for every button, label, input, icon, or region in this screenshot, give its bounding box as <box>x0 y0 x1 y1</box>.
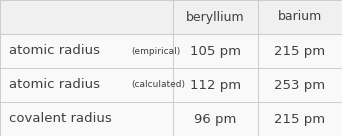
Bar <box>0 34 173 68</box>
Text: atomic radius: atomic radius <box>9 44 104 58</box>
Text: 105 pm: 105 pm <box>189 44 241 58</box>
Text: (calculated): (calculated) <box>131 81 185 89</box>
Text: 253 pm: 253 pm <box>274 78 325 92</box>
Bar <box>173 0 258 34</box>
Text: 215 pm: 215 pm <box>274 44 325 58</box>
Bar <box>0 0 173 34</box>
Bar <box>258 0 342 34</box>
Bar <box>258 68 342 102</box>
Text: (empirical): (empirical) <box>131 47 181 55</box>
Bar <box>0 68 173 102</box>
Bar <box>0 102 173 136</box>
Text: 112 pm: 112 pm <box>189 78 241 92</box>
Bar <box>173 102 258 136</box>
Text: barium: barium <box>278 10 322 24</box>
Bar <box>173 34 258 68</box>
Bar <box>258 102 342 136</box>
Bar <box>173 68 258 102</box>
Text: covalent radius: covalent radius <box>9 112 111 126</box>
Text: atomic radius: atomic radius <box>9 78 104 92</box>
Text: 96 pm: 96 pm <box>194 112 236 126</box>
Bar <box>258 34 342 68</box>
Text: 215 pm: 215 pm <box>274 112 325 126</box>
Text: beryllium: beryllium <box>186 10 245 24</box>
